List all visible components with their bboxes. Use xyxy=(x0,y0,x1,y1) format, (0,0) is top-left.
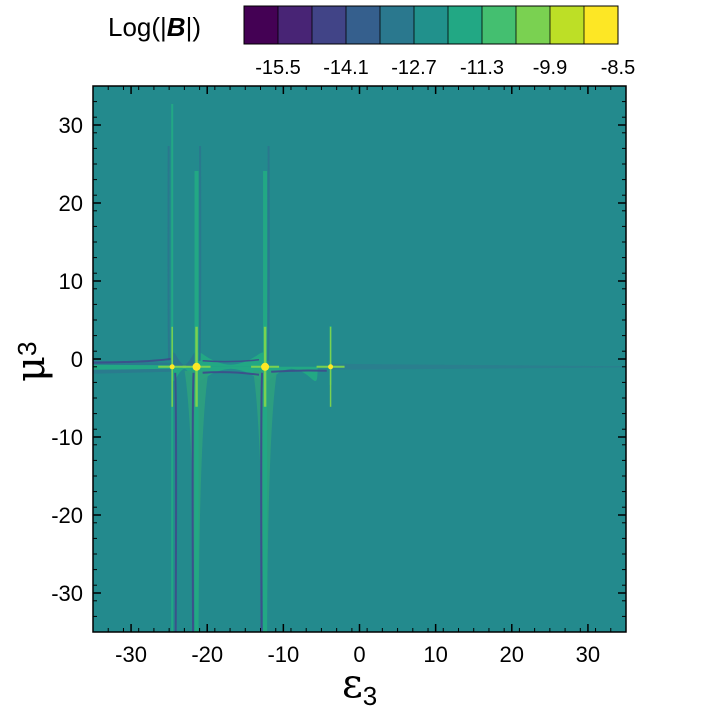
colorbar-tick-label: -15.5 xyxy=(255,57,301,79)
heatmap-lobe xyxy=(172,352,197,367)
heatmap-lobe xyxy=(172,366,197,382)
heatmap-ridge xyxy=(332,363,626,370)
colorbar-swatch xyxy=(550,6,585,44)
heatmap-dark-contour xyxy=(198,145,202,361)
colorbar-tick-label: -9.9 xyxy=(533,57,567,79)
x-tick-label: 0 xyxy=(353,642,365,667)
heatmap-ridge xyxy=(93,364,171,370)
x-tick-label: 20 xyxy=(500,642,524,667)
colorbar-swatch xyxy=(414,6,449,44)
colorbar-frame xyxy=(243,5,619,45)
y-tick-label: -30 xyxy=(51,581,83,606)
heatmap-background xyxy=(93,86,626,632)
heatmap-dark-contour xyxy=(202,371,260,376)
colorbar-swatch xyxy=(448,6,483,44)
y-tick-label: -20 xyxy=(51,503,83,528)
colorbar-swatch xyxy=(516,6,551,44)
heatmap-dark-contour xyxy=(271,369,327,373)
colorbar-tick-label: -14.1 xyxy=(323,57,369,79)
x-tick-label: 10 xyxy=(423,642,447,667)
colorbar-swatch xyxy=(482,6,517,44)
resonance-peak xyxy=(328,364,334,370)
x-tick-label: -30 xyxy=(115,642,147,667)
x-tick-label: -20 xyxy=(191,642,223,667)
x-tick-label: -10 xyxy=(267,642,299,667)
colorbar-tick-label: -12.7 xyxy=(391,57,437,79)
colorbar-swatch xyxy=(278,6,313,44)
colorbar-title: Log(|B|) xyxy=(108,12,201,42)
x-tick-label: 30 xyxy=(576,642,600,667)
heatmap-dark-contour xyxy=(191,372,195,633)
y-tick-label: 30 xyxy=(59,113,83,138)
resonance-peak xyxy=(192,362,201,371)
heatmap-dark-contour xyxy=(260,372,264,633)
colorbar: -15.5 -14.1 -12.7 -11.3 -9.9 -8.5 xyxy=(243,5,635,79)
colorbar-tick-label: -8.5 xyxy=(601,57,635,79)
colorbar-swatch xyxy=(380,6,415,44)
heatmap-dark-contour xyxy=(174,372,178,633)
heatmap-lobe xyxy=(196,352,266,367)
colorbar-swatch xyxy=(584,6,619,44)
heatmap-dark-contour xyxy=(167,145,171,361)
colorbar-swatch xyxy=(244,6,279,44)
y-tick-label: 0 xyxy=(71,347,83,372)
plot-area: -30 -20 -10 0 10 20 30 -30 -20 -10 0 10 20 30 xyxy=(51,85,627,667)
heatmap-lobe xyxy=(196,366,266,382)
x-axis-title: ε3 xyxy=(342,661,377,711)
resonance-peak xyxy=(261,362,270,371)
heatmap-dark-contour xyxy=(92,357,171,364)
y-axis-title: μ3 xyxy=(8,342,54,382)
heatmap-field xyxy=(92,104,626,633)
colorbar-tick-label: -11.3 xyxy=(460,57,504,79)
y-tick-label: -10 xyxy=(51,425,83,450)
colorbar-swatch xyxy=(346,6,381,44)
y-tick-label: 10 xyxy=(59,269,83,294)
resonance-peak xyxy=(169,364,175,370)
y-tick-label: 20 xyxy=(59,191,83,216)
heatmap-dark-contour xyxy=(267,145,270,361)
colorbar-swatch xyxy=(312,6,347,44)
heatmap-dark-contour xyxy=(202,359,260,363)
